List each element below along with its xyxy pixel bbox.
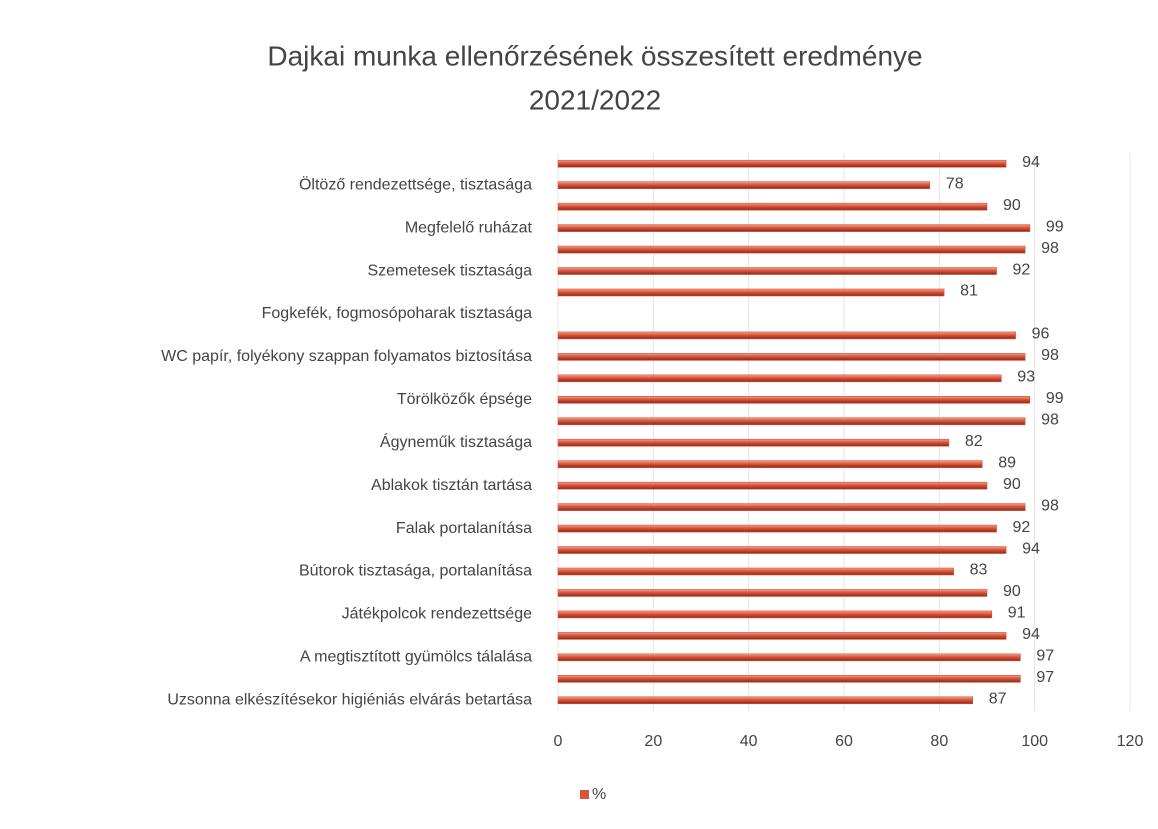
bar [557, 331, 1016, 340]
data-label: 93 [1017, 369, 1035, 386]
data-label: 97 [1036, 669, 1054, 686]
bar [557, 610, 993, 619]
data-label: 92 [1013, 519, 1031, 536]
bar [557, 374, 1002, 383]
y-tick-label: Szemetesek tisztasága [367, 262, 532, 279]
bar [557, 245, 1026, 254]
data-label: 98 [1041, 411, 1059, 428]
bar [557, 396, 1031, 404]
bar [557, 460, 983, 468]
bar [557, 181, 931, 189]
x-tick-label: 20 [644, 733, 662, 750]
bar [557, 481, 988, 490]
data-label: 81 [960, 283, 978, 300]
data-label: 90 [1003, 476, 1021, 493]
x-tick-label: 60 [835, 733, 853, 750]
data-label: 98 [1041, 240, 1059, 257]
x-tick-label: 40 [740, 733, 758, 750]
y-tick-label: Törölközők épsége [397, 391, 532, 408]
bar [557, 353, 1026, 361]
data-label: 96 [1032, 326, 1050, 343]
data-label: 91 [1008, 605, 1026, 622]
bar [557, 503, 1026, 511]
data-label: 78 [946, 175, 964, 192]
legend-label: % [592, 786, 606, 803]
y-tick-label: Öltöző rendezettsége, tisztasága [299, 175, 532, 193]
y-tick-label: Ablakok tisztán tartása [371, 477, 532, 494]
y-tick-label: Bútorok tisztasága, portalanítása [299, 563, 532, 580]
bar [557, 159, 1007, 168]
y-tick-label: Fogkefék, fogmosópoharak tisztasága [262, 305, 532, 322]
bar [557, 288, 945, 297]
chart-title: Dajkai munka ellenőrzésének összesített … [267, 40, 922, 71]
bar [557, 546, 1007, 554]
x-tick-label: 0 [554, 733, 563, 750]
data-label: 87 [989, 690, 1007, 707]
legend-swatch [580, 790, 589, 799]
y-tick-label: Ágyneműk tisztasága [380, 432, 532, 451]
bar [557, 653, 1021, 662]
data-label: 89 [998, 454, 1016, 471]
data-label: 82 [965, 433, 983, 450]
data-label: 90 [1003, 197, 1021, 214]
data-label: 90 [1003, 583, 1021, 600]
data-label: 83 [970, 562, 988, 579]
y-tick-label: WC papír, folyékony szappan folyamatos b… [161, 348, 532, 365]
y-tick-label: Falak portalanítása [396, 520, 532, 537]
bar [557, 438, 950, 447]
y-tick-label: A megtisztított gyümölcs tálalása [300, 649, 532, 666]
bar [557, 224, 1031, 232]
bar [557, 675, 1021, 683]
bar [557, 632, 1007, 640]
data-label: 98 [1041, 347, 1059, 364]
bar [557, 696, 974, 705]
data-label: 94 [1022, 626, 1040, 643]
data-label: 94 [1022, 540, 1040, 557]
data-label: 99 [1046, 390, 1064, 407]
data-label: 92 [1013, 261, 1031, 278]
bar [557, 202, 988, 211]
y-tick-label: Megfelelő ruházat [405, 219, 533, 236]
data-label: 94 [1022, 154, 1040, 171]
x-tick-label: 120 [1117, 733, 1144, 750]
bar [557, 589, 988, 597]
bar [557, 567, 954, 576]
bar [557, 267, 997, 275]
x-tick-label: 80 [930, 733, 948, 750]
data-label: 98 [1041, 497, 1059, 514]
data-label: 99 [1046, 218, 1064, 235]
y-tick-label: Uzsonna elkészítésekor higiéniás elvárás… [167, 691, 532, 708]
chart-title: 2021/2022 [529, 84, 661, 115]
y-tick-label: Játékpolcok rendezettsége [342, 606, 532, 623]
bar [557, 417, 1026, 426]
data-label: 97 [1036, 648, 1054, 665]
bar [557, 524, 997, 533]
x-tick-label: 100 [1021, 733, 1048, 750]
